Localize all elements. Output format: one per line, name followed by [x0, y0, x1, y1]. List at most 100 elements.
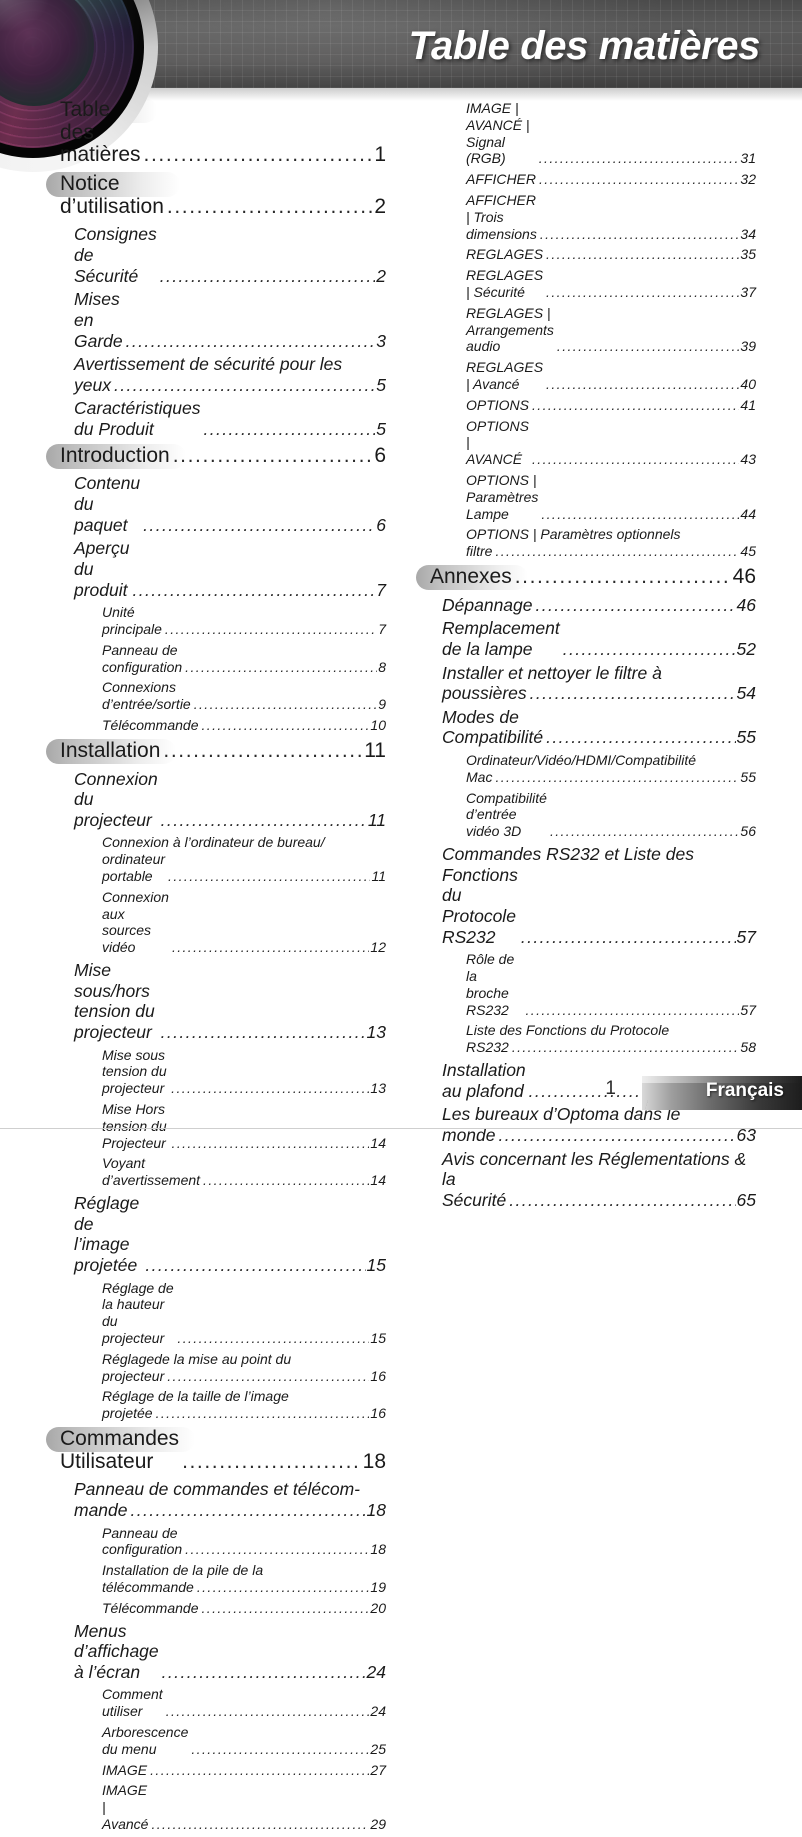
- toc-entry[interactable]: Compatibilité d’entrée vidéo 3D.........…: [466, 790, 756, 840]
- toc-entry[interactable]: Rôle de la broche RS232.................…: [466, 951, 756, 1018]
- toc-entry[interactable]: Voyant d’avertissement..................…: [102, 1155, 386, 1189]
- toc-entry[interactable]: Avis concernant les Réglementations & la …: [442, 1149, 756, 1211]
- toc-entry[interactable]: Panneau de commandes et télécom-mande...…: [74, 1479, 386, 1520]
- toc-entry[interactable]: Télécommande............................…: [102, 1600, 386, 1617]
- toc-leader-dots: ........................................…: [546, 283, 739, 300]
- toc-entry-label: Compatibilité d’entrée vidéo 3D: [466, 789, 551, 840]
- toc-entry-label: Annexes: [430, 564, 512, 588]
- toc-entry-label: Panneau de commandes et télécom-: [74, 1479, 360, 1500]
- toc-entry[interactable]: IMAGE | AVANCÉ | Signal (RGB)...........…: [466, 100, 756, 167]
- toc-entry[interactable]: Introduction............................…: [46, 443, 386, 471]
- toc-leader-dots: ........................................…: [535, 594, 736, 615]
- toc-leader-dots: ........................................…: [159, 265, 376, 286]
- toc-entry[interactable]: Unité principale........................…: [102, 604, 386, 638]
- page-number: 1: [605, 1078, 616, 1099]
- toc-leader-dots: ........................................…: [160, 809, 367, 830]
- toc-entry[interactable]: Notice d’utilisation....................…: [46, 171, 386, 221]
- toc-entry[interactable]: Connexion du projecteur.................…: [74, 769, 386, 831]
- toc-entry-label: Réglage de la hauteur du projecteur: [102, 1279, 178, 1346]
- toc-entry[interactable]: Installer et nettoyer le filtre à poussiè…: [442, 663, 756, 704]
- toc-entry[interactable]: AFFICHER | Trois dimensions ............…: [466, 192, 756, 242]
- toc-entry-label: Unité principale: [102, 604, 162, 638]
- toc-entry[interactable]: Installation de la pile de la télécommand…: [102, 1562, 386, 1596]
- toc-leader-dots: ........................................…: [546, 727, 735, 748]
- toc-page-number: 46: [736, 594, 756, 615]
- toc-page-number: 25: [370, 1740, 386, 1757]
- toc-leader-dots: ........................................…: [201, 1599, 370, 1616]
- toc-entry[interactable]: Réglage de la taille de l’image projetée.…: [102, 1388, 386, 1422]
- toc-entry[interactable]: Caractéristiques du Produit.............…: [74, 398, 386, 439]
- toc-entry[interactable]: Connexions d’entrée/sortie..............…: [102, 679, 386, 713]
- toc-entry[interactable]: Avertissement de sécurité pour les yeux..…: [74, 354, 386, 395]
- toc-leader-dots: ........................................…: [171, 1134, 370, 1151]
- toc-entry[interactable]: IMAGE...................................…: [102, 1762, 386, 1779]
- toc-entry[interactable]: OPTIONS.................................…: [466, 397, 756, 414]
- toc-entry[interactable]: Mises en Garde..........................…: [74, 289, 386, 351]
- toc-entry[interactable]: Panneau de configuration................…: [102, 642, 386, 676]
- toc-entry[interactable]: Comment utiliser .......................…: [102, 1686, 386, 1720]
- toc-leader-dots: ........................................…: [145, 1254, 365, 1275]
- toc-entry-label: IMAGE | AVANCÉ | Signal (RGB): [466, 100, 534, 167]
- toc-entry[interactable]: Commandes RS232 et Liste des Fonctions du…: [442, 844, 756, 947]
- toc-entry-label: OPTIONS | Paramètres Lampe: [466, 471, 543, 522]
- toc-entry-label: yeux: [74, 374, 111, 395]
- toc-entry[interactable]: Remplacement de la lampe................…: [442, 618, 756, 659]
- toc-entry[interactable]: Panneau de configuration................…: [102, 1525, 386, 1559]
- toc-entry[interactable]: Modes de Compatibilité..................…: [442, 707, 756, 748]
- toc-entry[interactable]: Réglage de l’image projetée.............…: [74, 1193, 386, 1276]
- toc-entry[interactable]: Installation............................…: [46, 738, 386, 766]
- toc-entry[interactable]: Aperçu du produit.......................…: [74, 538, 386, 600]
- toc-entry-label: Mise sous/hors tension du projecteur: [74, 960, 160, 1042]
- toc-entry-label: télécommande: [102, 1578, 194, 1595]
- toc-entry[interactable]: Réglage de la hauteur du projecteur.....…: [102, 1280, 386, 1347]
- toc-page-number: 5: [376, 374, 386, 395]
- toc-page-number: 7: [378, 621, 386, 638]
- toc-entry[interactable]: Menus d’affichage à l’écran.............…: [74, 1621, 386, 1683]
- toc-entry[interactable]: Dépannage...............................…: [442, 595, 756, 616]
- toc-entry-label: Réglage de l’image projetée: [74, 1192, 145, 1275]
- toc-leader-dots: ........................................…: [520, 926, 736, 947]
- toc-entry[interactable]: Connexion à l’ordinateur de bureau/ordin…: [102, 834, 386, 884]
- toc-entry[interactable]: Annexes.................................…: [416, 564, 756, 592]
- toc-entry[interactable]: Mise sous tension du projecteur.........…: [102, 1047, 386, 1097]
- toc-entry[interactable]: Mise sous/hors tension du projecteur....…: [74, 960, 386, 1043]
- toc-entry[interactable]: OPTIONS | Paramètres Lampe..............…: [466, 472, 756, 522]
- toc-entry-label: Rôle de la broche RS232: [466, 951, 519, 1018]
- toc-page-number: 35: [740, 246, 756, 263]
- toc-page-number: 6: [376, 514, 386, 535]
- toc-entry-label: Mise sous tension du projecteur: [102, 1046, 171, 1097]
- toc-entry[interactable]: REGLAGES................................…: [466, 246, 756, 263]
- toc-entry[interactable]: Consignes de Sécurité...................…: [74, 224, 386, 286]
- toc-entry-label: Modes de Compatibilité: [442, 706, 544, 748]
- toc-entry-label: Installation de la pile de la: [102, 1562, 264, 1579]
- toc-page-number: 45: [740, 543, 756, 560]
- toc-page-number: 52: [736, 638, 756, 659]
- toc-entry[interactable]: AFFICHER................................…: [466, 171, 756, 188]
- toc-entry[interactable]: Arborescence du menu....................…: [102, 1724, 386, 1758]
- toc-entry[interactable]: Contenu du paquet.......................…: [74, 473, 386, 535]
- toc-entry[interactable]: Télécommande............................…: [102, 717, 386, 734]
- toc-entry[interactable]: Ordinateur/Vidéo/HDMI/Compatibilité Mac..…: [466, 752, 756, 786]
- toc-entry[interactable]: Connexion aux sources vidéo.............…: [102, 889, 386, 956]
- toc-page-number: 65: [736, 1189, 756, 1210]
- toc-leader-dots: ........................................…: [191, 1740, 369, 1757]
- toc-entry[interactable]: REGLAGES | Arrangements audio...........…: [466, 305, 756, 355]
- toc-entry[interactable]: Réglagede la mise au point du projecteur.…: [102, 1351, 386, 1385]
- toc-leader-dots: ........................................…: [172, 444, 374, 467]
- toc-entry[interactable]: IMAGE | Avancé..........................…: [102, 1782, 386, 1832]
- toc-leader-dots: ........................................…: [546, 375, 739, 392]
- toc-entry-label: Caractéristiques du Produit: [74, 398, 206, 440]
- toc-leader-dots: ........................................…: [143, 514, 375, 535]
- toc-entry[interactable]: REGLAGES | Sécurité.....................…: [466, 267, 756, 301]
- toc-entry[interactable]: Table des matières......................…: [46, 97, 386, 170]
- toc-entry[interactable]: REGLAGES | Avancé.......................…: [466, 359, 756, 393]
- toc-entry[interactable]: OPTIONS | AVANCÉ........................…: [466, 418, 756, 468]
- toc-entry[interactable]: OPTIONS | Paramètres optionnels filtre...…: [466, 526, 756, 560]
- toc-entry[interactable]: Commandes Utilisateur...................…: [46, 1426, 386, 1476]
- toc-entry-label: mande: [74, 1499, 128, 1520]
- toc-leader-dots: ........................................…: [514, 565, 732, 588]
- toc-page-number: 2: [376, 265, 386, 286]
- toc-entry-label: Liste des Fonctions du Protocole: [466, 1022, 670, 1039]
- toc-entry[interactable]: Liste des Fonctions du Protocole RS232...…: [466, 1022, 756, 1056]
- toc-page-number: 29: [370, 1816, 386, 1833]
